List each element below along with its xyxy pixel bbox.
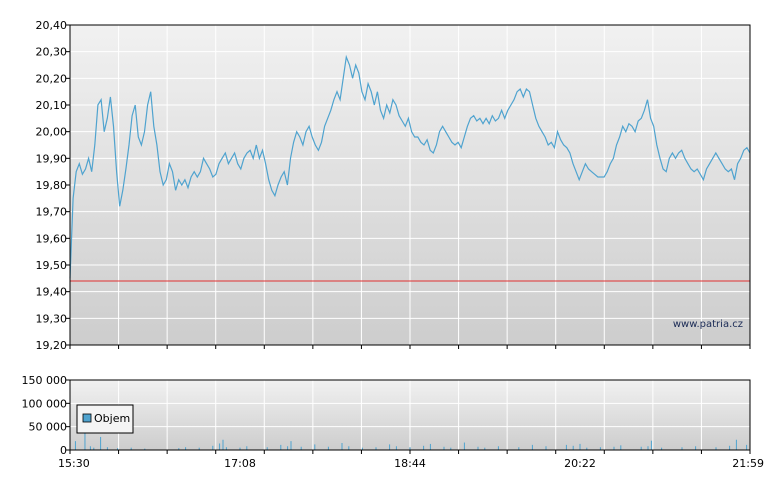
- price-y-tick-label: 19,30: [36, 312, 68, 325]
- x-tick-label: 18:44: [394, 457, 426, 470]
- x-tick-label: 15:30: [58, 457, 90, 470]
- volume-legend: Objem: [76, 404, 134, 434]
- price-grid: [69, 24, 751, 346]
- price-y-tick-label: 19,50: [36, 259, 68, 272]
- price-y-tick-label: 19,60: [36, 232, 68, 245]
- volume-plot-frame: [69, 379, 751, 451]
- price-y-tick-label: 20,40: [36, 19, 68, 32]
- price-y-tick-label: 20,30: [36, 46, 68, 59]
- price-y-tick-label: 19,20: [36, 339, 68, 352]
- x-tick-label: 17:08: [224, 457, 256, 470]
- price-y-tick-label: 19,90: [36, 152, 68, 165]
- price-y-tick-label: 19,80: [36, 179, 68, 192]
- price-plot-frame: [69, 24, 751, 346]
- legend-label: Objem: [94, 412, 130, 425]
- legend-swatch-icon: [82, 413, 92, 423]
- price-y-tick-label: 20,10: [36, 99, 68, 112]
- price-y-tick-label: 20,20: [36, 72, 68, 85]
- volume-y-tick-label: 100 000: [22, 397, 68, 410]
- price-y-tick-label: 20,00: [36, 126, 68, 139]
- price-y-axis: 19,20 19,30 19,40 19,50 19,60 19,70 19,80 19,90…: [36, 19, 70, 352]
- volume-y-axis: 0 50 000 100 000 150 000: [22, 374, 70, 457]
- volume-x-axis: 15:30 17:08 18:44 20:22 21:59: [58, 450, 764, 470]
- x-tick-label: 21:59: [732, 457, 764, 470]
- volume-panel: 0 50 000 100 000 150 000 Objem 15:30 17:08 18…: [22, 374, 765, 470]
- price-x-axis-ticks: [69, 345, 751, 349]
- volume-y-tick-label: 0: [60, 444, 67, 457]
- price-y-tick-label: 19,70: [36, 206, 68, 219]
- price-panel: 19,20 19,30 19,40 19,50 19,60 19,70 19,80 19,90…: [36, 19, 751, 352]
- volume-bars: [69, 433, 748, 450]
- volume-y-tick-label: 50 000: [29, 421, 68, 434]
- x-tick-label: 20:22: [564, 457, 596, 470]
- volume-y-tick-label: 150 000: [22, 374, 68, 387]
- price-line: [69, 54, 751, 279]
- watermark: www.patria.cz: [673, 319, 743, 330]
- price-y-tick-label: 19,40: [36, 286, 68, 299]
